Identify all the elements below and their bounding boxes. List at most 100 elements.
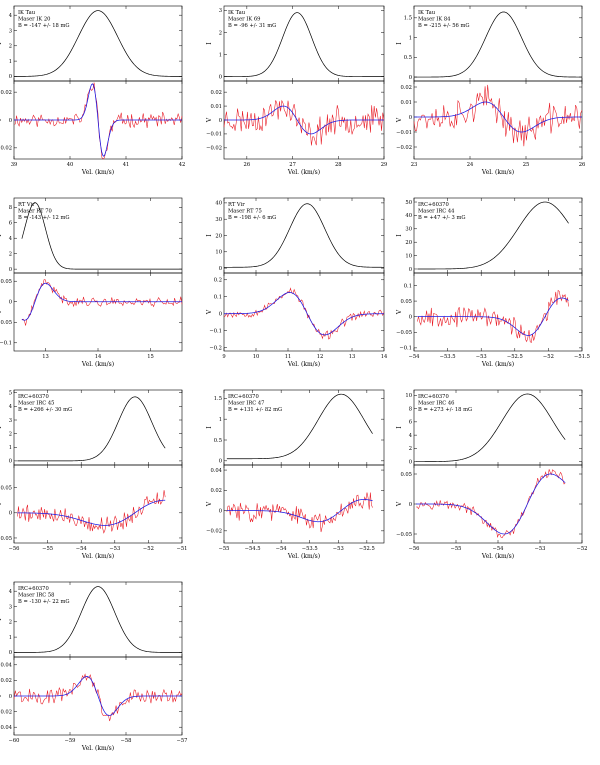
x-tick-label: −55: [42, 546, 53, 552]
y-tick-label: 0: [9, 650, 12, 656]
annotation-maser: Maser IRC 58: [18, 593, 54, 599]
x-tick-label: 28: [335, 162, 342, 168]
annotation-maser: Maser IK 20: [18, 17, 50, 23]
y-tick-label: 0.05: [0, 279, 12, 285]
x-tick-label: 24: [467, 162, 474, 168]
x-tick-label: −60: [9, 738, 20, 744]
y-tick-label: 30: [405, 227, 412, 233]
y-tick-label: 30: [215, 217, 222, 223]
x-tick-label: −56: [409, 546, 420, 552]
x-tick-label: 13: [42, 354, 49, 360]
stokes-i-profile: [17, 396, 166, 462]
x-tick-label: −53: [333, 546, 344, 552]
x-tick-label: −58: [121, 738, 132, 744]
plot-frame: [413, 272, 583, 352]
y-tick-label: −0.02: [0, 146, 12, 152]
x-tick-label: −53: [109, 546, 120, 552]
y-axis-label: I: [0, 426, 3, 429]
y-axis-label: V: [0, 693, 3, 699]
y-tick-label: 1: [409, 35, 412, 41]
y-axis-label: I: [396, 426, 403, 429]
stokes-v-data: [223, 99, 385, 146]
y-tick-label: 0.02: [210, 90, 222, 96]
x-tick-label: −54: [409, 354, 421, 360]
y-axis-label: V: [396, 309, 403, 315]
y-tick-label: 0: [9, 694, 12, 700]
x-tick-label: 42: [179, 162, 186, 168]
stokes-i-profile: [14, 10, 182, 77]
y-tick-label: 4: [9, 13, 13, 19]
y-tick-label: −0.04: [0, 725, 13, 731]
y-tick-label: 10: [405, 253, 412, 259]
stokes-v-fit: [14, 676, 182, 716]
y-tick-label: 0.01: [400, 100, 412, 106]
y-tick-label: 1.5: [404, 16, 412, 22]
plot-frame: [13, 272, 183, 352]
x-tick-label: 26: [244, 162, 251, 168]
y-tick-label: 0: [219, 266, 222, 272]
y-tick-label: 1: [9, 59, 12, 65]
x-tick-label: −53: [535, 546, 546, 552]
y-tick-label: −0.01: [396, 130, 412, 136]
y-tick-label: 20: [405, 240, 412, 246]
y-tick-label: 0: [409, 75, 412, 81]
stokes-v-fit: [414, 101, 582, 133]
annotation-maser: Maser RT 75: [228, 209, 262, 215]
annotation-maser: Maser IRC 45: [18, 401, 54, 407]
y-tick-label: −0.05: [0, 320, 12, 326]
x-tick-label: 39: [11, 162, 18, 168]
annotation-field: B = +47 +/- 3 mG: [418, 215, 466, 221]
y-tick-label: −0.1: [0, 341, 12, 347]
y-tick-label: −0.02: [396, 145, 412, 151]
y-tick-label: 0.02: [400, 85, 412, 91]
y-tick-label: 0.05: [400, 299, 412, 305]
annotation-field: B = -198 +/- 6 mG: [228, 215, 276, 221]
annotation-source: IRC+60370: [418, 394, 449, 400]
x-axis-label: Vel. (km/s): [81, 361, 114, 368]
y-tick-label: 10: [215, 250, 222, 256]
y-tick-label: −0.2: [209, 345, 222, 351]
y-axis-label: V: [206, 501, 213, 507]
x-tick-label: −55: [451, 546, 462, 552]
y-tick-label: 3: [219, 8, 222, 14]
stokes-v-data: [413, 84, 583, 147]
annotation-maser: Maser IRC 47: [228, 401, 264, 407]
y-tick-label: 0: [219, 118, 222, 124]
y-axis-label: V: [0, 501, 3, 507]
y-tick-label: 40: [405, 213, 412, 219]
x-tick-label: 10: [253, 354, 260, 360]
plot-frame: [13, 464, 183, 544]
y-tick-label: 0.2: [214, 278, 222, 284]
x-tick-label: 14: [381, 354, 388, 360]
x-tick-label: 11: [285, 354, 292, 360]
stokes-v-data: [13, 673, 183, 722]
stokes-i-profile: [417, 201, 569, 270]
y-tick-label: 0: [219, 508, 222, 514]
x-tick-label: −51.5: [574, 354, 590, 360]
y-axis-label: V: [396, 117, 403, 123]
annotation-source: IRC+60370: [418, 202, 449, 208]
y-axis-label: I: [0, 234, 3, 237]
y-tick-label: 6: [9, 221, 12, 227]
x-tick-label: −56: [9, 546, 20, 552]
x-tick-label: −54: [276, 546, 288, 552]
y-tick-label: 8: [409, 406, 412, 412]
y-axis-label: I: [396, 42, 403, 45]
annotation-field: B = -143 +/- 12 mG: [18, 215, 70, 221]
x-tick-label: 40: [67, 162, 74, 168]
annotation-field: B = -96 +/- 31 mG: [228, 23, 276, 29]
y-tick-label: 4: [409, 433, 413, 439]
x-axis-label: Vel. (km/s): [81, 745, 114, 752]
y-axis-label: I: [206, 234, 213, 237]
annotation-maser: Maser IK 69: [228, 17, 260, 23]
stokes-i-profile: [416, 393, 566, 463]
y-axis-label: I: [206, 42, 213, 45]
y-tick-label: 1: [9, 635, 12, 641]
y-axis-label: I: [396, 234, 403, 237]
